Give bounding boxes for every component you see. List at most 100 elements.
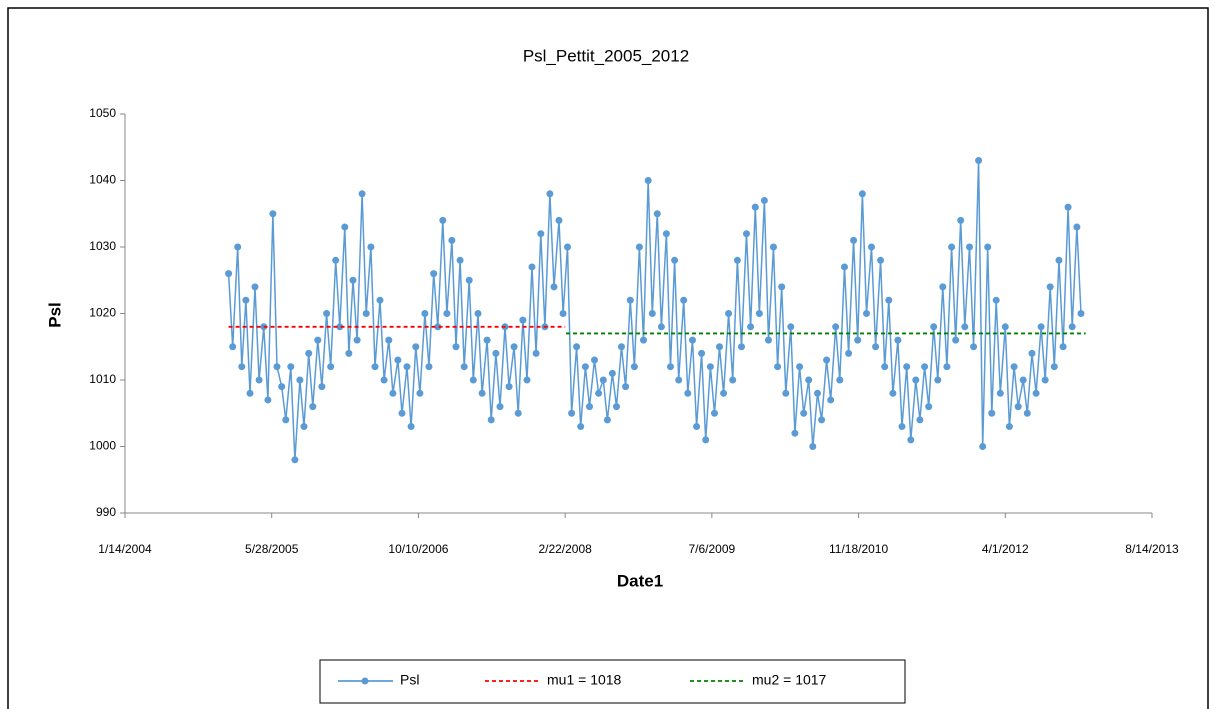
x-tick-label: 1/14/2004 — [98, 542, 152, 556]
data-point — [1032, 389, 1040, 397]
data-point — [273, 363, 281, 371]
data-point — [1010, 363, 1018, 371]
data-point — [537, 230, 545, 238]
data-point — [1028, 349, 1036, 357]
legend-label: mu1 = 1018 — [547, 672, 622, 688]
data-point — [774, 363, 782, 371]
data-point — [903, 363, 911, 371]
data-point — [345, 349, 353, 357]
data-point — [760, 196, 768, 204]
data-point — [1001, 323, 1009, 331]
data-point — [666, 363, 674, 371]
data-point — [510, 343, 518, 351]
data-point — [840, 263, 848, 271]
data-point — [952, 336, 960, 344]
y-tick-label: 990 — [96, 505, 116, 519]
x-tick-label: 4/1/2012 — [982, 542, 1029, 556]
data-point — [818, 416, 826, 424]
data-point — [1041, 376, 1049, 384]
data-point — [715, 343, 723, 351]
data-point — [291, 456, 299, 464]
data-point — [688, 336, 696, 344]
data-point — [881, 363, 889, 371]
data-point — [318, 383, 326, 391]
data-point — [229, 343, 237, 351]
data-point — [251, 283, 259, 291]
data-point — [443, 310, 451, 317]
data-point — [657, 323, 665, 331]
data-point — [407, 423, 415, 431]
legend-marker — [361, 677, 369, 685]
data-point — [693, 423, 701, 431]
data-point — [278, 383, 286, 391]
data-point — [362, 310, 370, 317]
data-point — [885, 296, 893, 304]
legend-label: mu2 = 1017 — [752, 672, 827, 688]
data-point — [984, 243, 992, 251]
data-point — [608, 369, 616, 377]
legend-box — [319, 659, 906, 704]
data-point — [238, 363, 246, 371]
data-point — [385, 336, 393, 344]
data-point — [742, 230, 750, 238]
chart-border — [7, 7, 1209, 709]
data-point — [341, 223, 349, 231]
data-point — [921, 363, 929, 371]
data-point — [421, 310, 429, 317]
data-point — [970, 343, 978, 351]
data-point — [314, 336, 322, 344]
data-point — [706, 363, 714, 371]
data-point — [460, 363, 468, 371]
data-point — [791, 429, 799, 437]
data-point — [367, 243, 375, 251]
x-tick-label: 11/18/2010 — [829, 542, 888, 556]
data-point — [430, 270, 438, 278]
data-point — [850, 236, 858, 244]
data-point — [287, 363, 295, 371]
data-point — [595, 389, 603, 397]
data-point — [662, 230, 670, 238]
data-point — [439, 216, 447, 224]
data-point — [456, 256, 464, 264]
data-point — [751, 203, 759, 211]
data-point — [577, 423, 585, 431]
data-point — [988, 409, 996, 417]
data-point — [787, 323, 795, 331]
data-point — [568, 409, 576, 417]
data-point — [269, 210, 277, 218]
data-point — [894, 336, 902, 344]
data-point — [769, 243, 777, 251]
data-point — [225, 270, 233, 278]
data-point — [478, 389, 486, 397]
chart-title: Psl_Pettit_2005_2012 — [523, 46, 689, 65]
data-point — [639, 336, 647, 344]
data-point — [573, 343, 581, 351]
data-point — [854, 336, 862, 344]
data-point — [599, 376, 607, 384]
data-point — [416, 389, 424, 397]
data-point — [979, 443, 987, 450]
data-point — [943, 363, 951, 371]
data-point — [434, 323, 442, 331]
data-point — [925, 403, 933, 411]
x-tick-label: 7/6/2009 — [688, 542, 735, 556]
data-point — [559, 310, 567, 317]
data-point — [581, 363, 589, 371]
data-point — [992, 296, 1000, 304]
data-point — [323, 310, 331, 317]
x-tick-label: 2/22/2008 — [538, 542, 592, 556]
data-point — [327, 363, 335, 371]
data-point — [398, 409, 406, 417]
data-point — [532, 349, 540, 357]
data-point — [353, 336, 361, 344]
data-point — [796, 363, 804, 371]
data-point — [1055, 256, 1063, 264]
data-point — [546, 190, 554, 198]
data-point — [862, 310, 870, 317]
data-point — [371, 363, 379, 371]
y-axis-label: Psl — [45, 302, 64, 328]
data-point — [782, 389, 790, 397]
data-point — [296, 376, 304, 384]
data-point — [528, 263, 536, 271]
data-point — [720, 389, 728, 397]
